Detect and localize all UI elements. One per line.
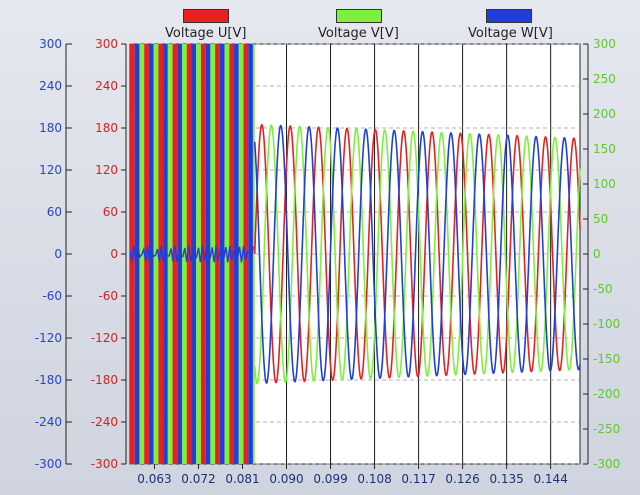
legend: Voltage U[V] Voltage V[V] Voltage W[V] (0, 6, 640, 46)
legend-label-u: Voltage U[V] (165, 26, 247, 41)
blue-axis-label: 180 (39, 121, 62, 135)
red-axis-label: -180 (91, 373, 118, 387)
red-axis-label: -60 (98, 289, 118, 303)
blue-axis-label: -60 (42, 289, 62, 303)
green-axis-label: -250 (593, 422, 620, 436)
blue-axis-label: 240 (39, 79, 62, 93)
green-axis-label: -50 (593, 282, 613, 296)
series-line-w (253, 124, 581, 384)
transient-band (243, 44, 249, 464)
x-tick-label: 0.072 (181, 472, 215, 486)
green-axis-label: 100 (593, 177, 616, 191)
legend-swatch-w (486, 9, 532, 23)
transient-band (248, 44, 253, 464)
blue-axis-label: -240 (35, 415, 62, 429)
blue-axis-label: 120 (39, 163, 62, 177)
transient-band (252, 44, 255, 464)
green-axis-label: 200 (593, 107, 616, 121)
legend-item-v: Voltage V[V] (318, 6, 538, 46)
x-tick-label: 0.063 (137, 472, 171, 486)
green-axis-label: -150 (593, 352, 620, 366)
green-axis-label: 150 (593, 142, 616, 156)
blue-axis-label: -120 (35, 331, 62, 345)
green-axis-label: 250 (593, 72, 616, 86)
green-axis-label: -300 (593, 457, 620, 471)
red-axis-label: 120 (95, 163, 118, 177)
green-axis-label: 0 (593, 247, 601, 261)
green-axis-label: 300 (593, 37, 616, 51)
red-axis-label: -300 (91, 457, 118, 471)
blue-axis-label: -180 (35, 373, 62, 387)
transient-band (182, 44, 187, 464)
x-tick-label: 0.126 (445, 472, 479, 486)
blue-axis-label: 300 (39, 37, 62, 51)
red-axis-label: -120 (91, 331, 118, 345)
x-tick-label: 0.090 (269, 472, 303, 486)
x-tick-label: 0.144 (533, 472, 567, 486)
green-axis-label: -200 (593, 387, 620, 401)
red-axis-label: 60 (103, 205, 118, 219)
legend-item-u: Voltage U[V] (165, 6, 385, 46)
green-axis-label: -100 (593, 317, 620, 331)
transient-band (177, 44, 183, 464)
blue-axis-label: 60 (47, 205, 62, 219)
series-layer (129, 44, 581, 464)
transient-noise-line (129, 245, 254, 263)
x-tick-label: 0.117 (401, 472, 435, 486)
legend-swatch-v (336, 9, 382, 23)
red-axis-label: 240 (95, 79, 118, 93)
x-tick-label: 0.108 (357, 472, 391, 486)
blue-axis-label: 0 (54, 247, 62, 261)
x-tick-label: 0.135 (489, 472, 523, 486)
red-axis-label: 300 (95, 37, 118, 51)
transient-band (172, 44, 178, 464)
red-axis-label: 180 (95, 121, 118, 135)
transient-band (229, 44, 235, 464)
green-axis-label: 50 (593, 212, 608, 226)
transient-band (163, 44, 168, 464)
series-line-v (253, 124, 581, 385)
legend-item-w: Voltage W[V] (468, 6, 640, 46)
red-axis-label: 0 (110, 247, 118, 261)
legend-label-w: Voltage W[V] (468, 26, 553, 41)
legend-label-v: Voltage V[V] (318, 26, 399, 41)
x-tick-label: 0.099 (313, 472, 347, 486)
red-axis-label: -240 (91, 415, 118, 429)
axes-layer: 0.063 0.072 0.081 0.090 0.099 0.108 0.117 0.126… (35, 37, 620, 486)
transient-band (196, 44, 201, 464)
blue-axis-label: -300 (35, 457, 62, 471)
x-tick-label: 0.081 (225, 472, 259, 486)
legend-swatch-u (183, 9, 229, 23)
